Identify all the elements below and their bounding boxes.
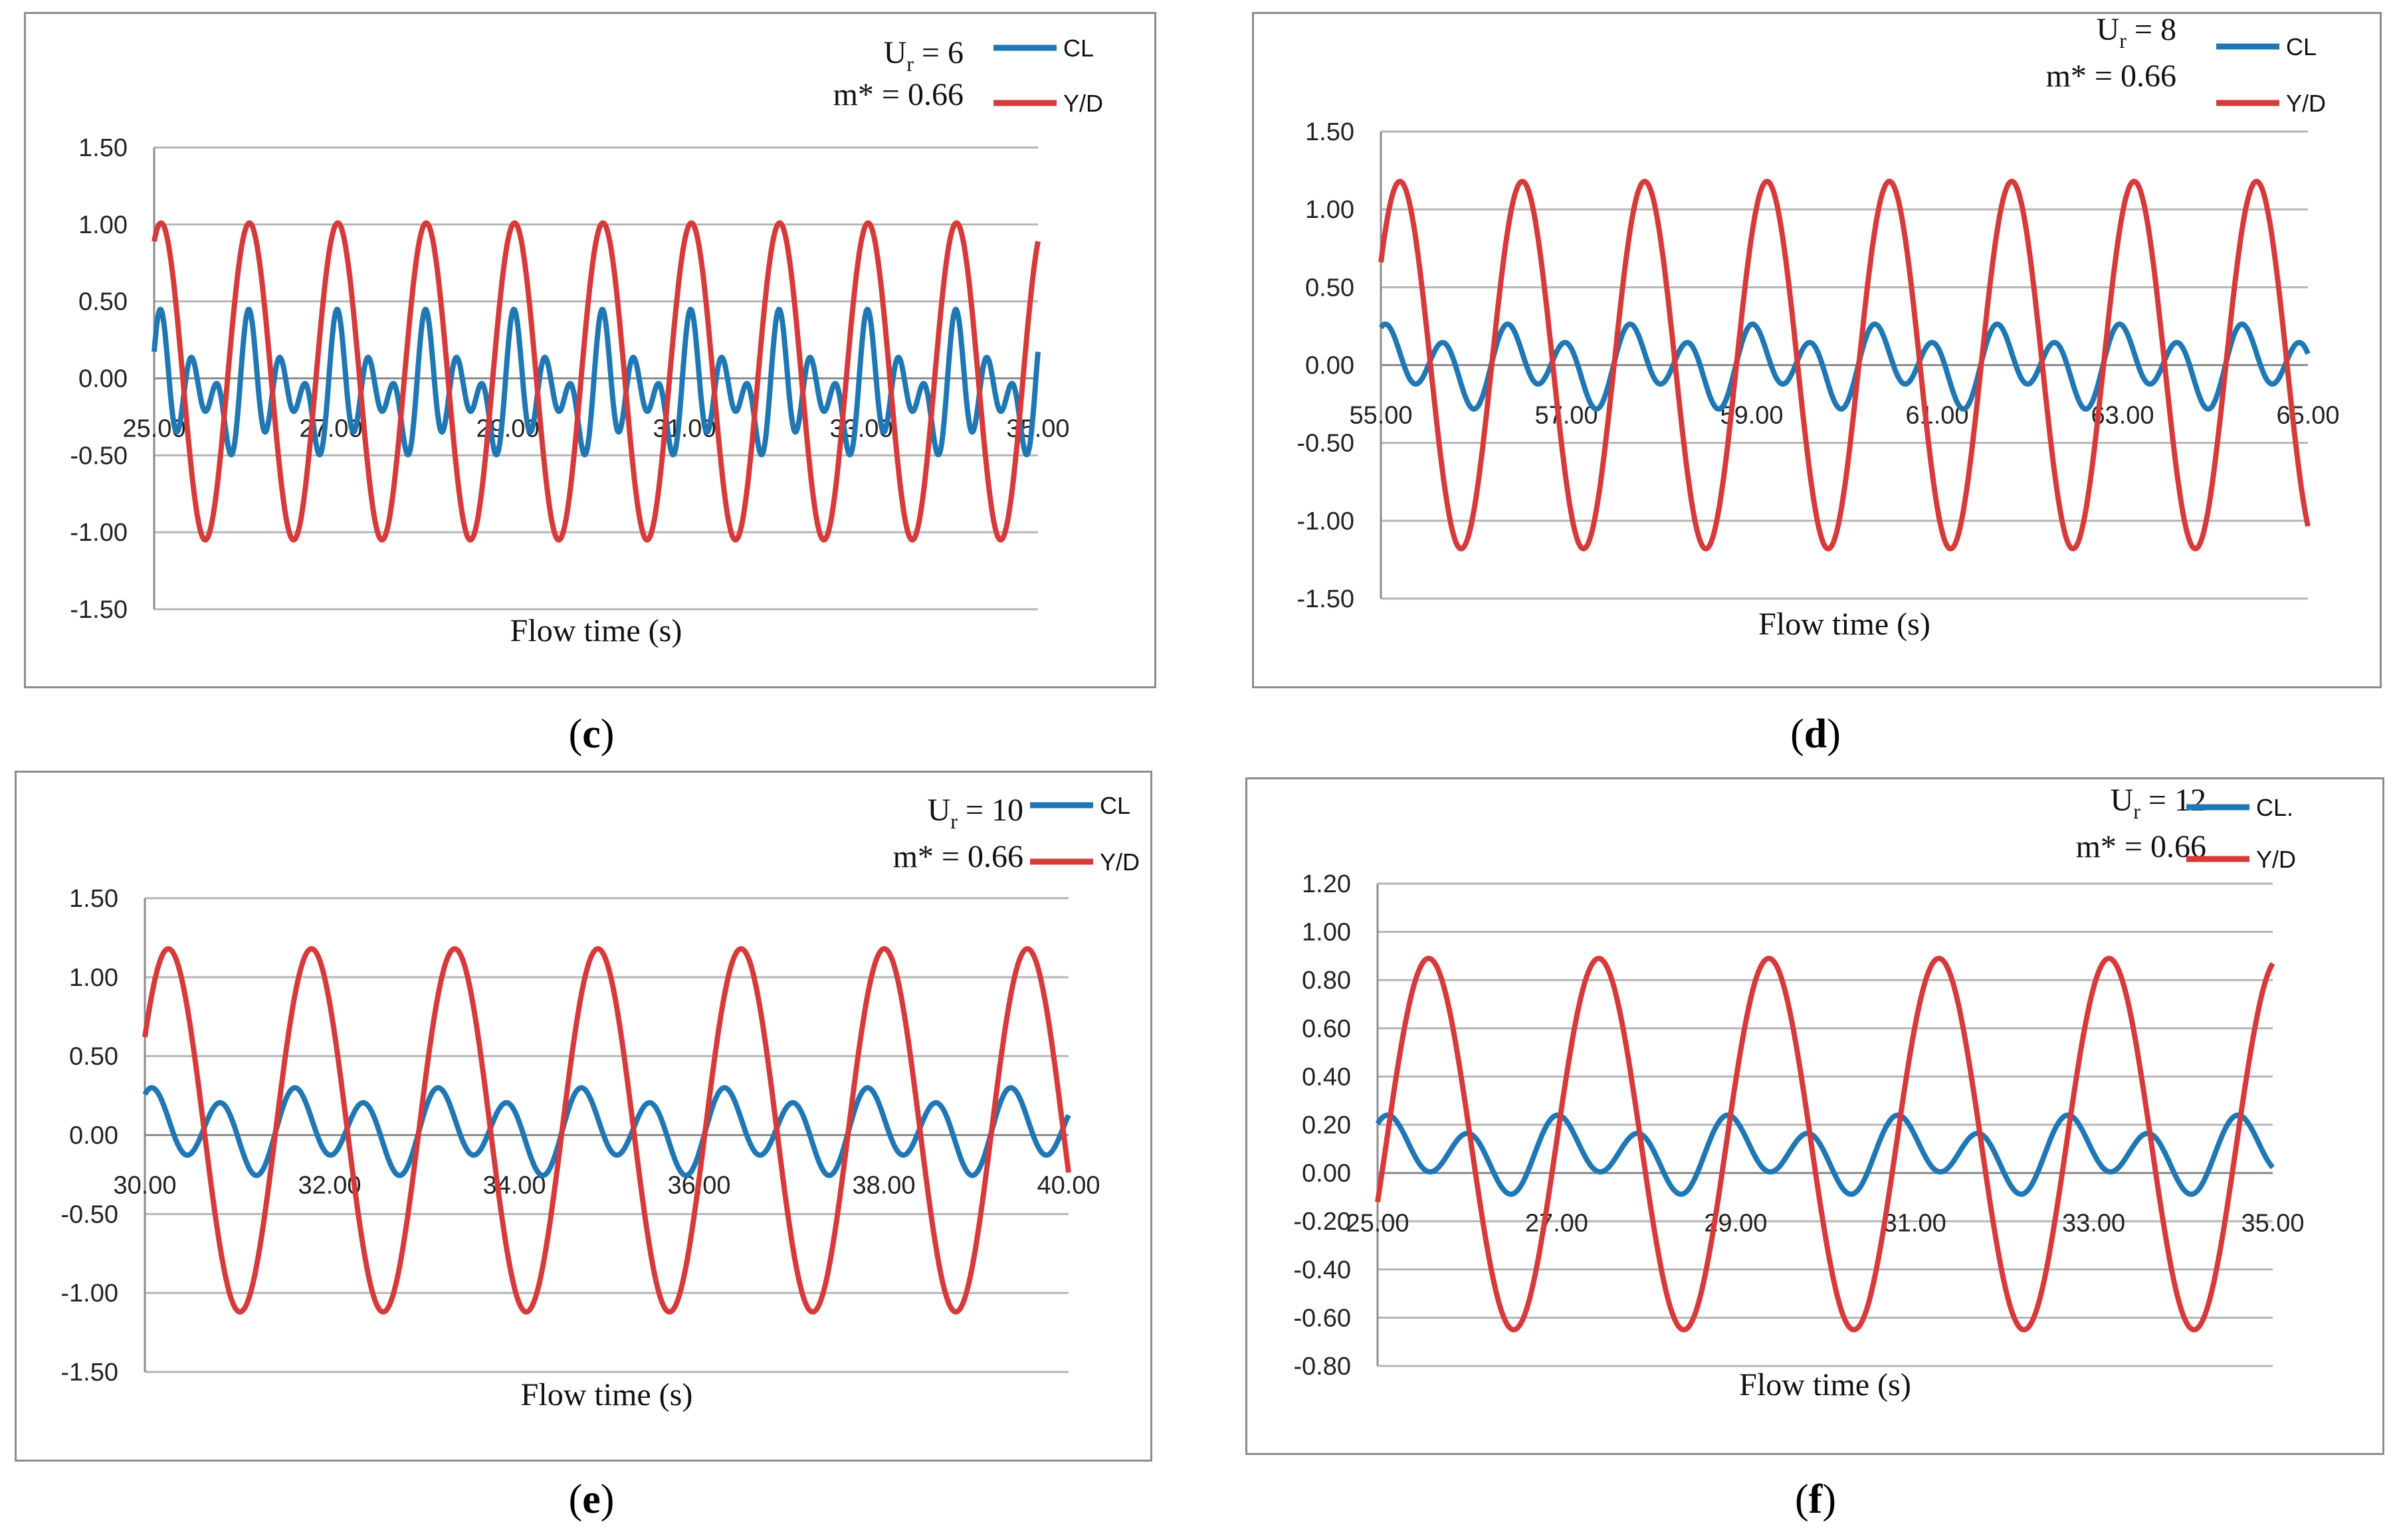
legend-label-cl: CL — [2286, 33, 2317, 60]
x-tick-label: 25.00 — [1346, 1210, 1409, 1238]
y-tick-label: 0.60 — [1302, 1015, 1351, 1043]
x-tick-label: 65.00 — [2276, 402, 2339, 430]
y-tick-label: 0.00 — [1302, 1160, 1351, 1188]
y-tick-label: 0.40 — [1302, 1063, 1351, 1091]
y-tick-label: -0.60 — [1293, 1304, 1351, 1332]
panel-c-frame — [24, 12, 1156, 688]
y-tick-label: 0.80 — [1302, 967, 1351, 995]
x-tick-label: 34.00 — [482, 1172, 546, 1200]
annotation-ur: Ur = 10 — [928, 793, 1023, 833]
annotation-mass: m* = 0.66 — [833, 77, 964, 112]
series-line-yd — [142, 946, 1071, 1315]
y-tick-label: 1.00 — [69, 964, 118, 992]
legend-label-cl: CL — [1100, 792, 1130, 819]
x-axis-label: Flow time (s) — [521, 1377, 693, 1412]
legend-label-yd: Y/D — [1100, 848, 1140, 876]
y-tick-label: 1.50 — [78, 134, 128, 162]
series-line-yd — [1375, 955, 2275, 1333]
y-tick-label: -0.50 — [1297, 430, 1354, 458]
y-tick-label: 0.50 — [69, 1043, 118, 1071]
legend-label-cl: CL — [1063, 35, 1094, 62]
annotation-ur: Ur = 6 — [884, 35, 964, 76]
y-tick-label: 1.00 — [78, 211, 128, 239]
legend-label-yd: Y/D — [2286, 90, 2326, 117]
annotation-mass: m* = 0.66 — [893, 839, 1023, 874]
x-axis-label: Flow time (s) — [1739, 1367, 1911, 1402]
y-tick-label: -1.50 — [60, 1359, 118, 1387]
legend-label-yd: Y/D — [2256, 846, 2296, 873]
y-tick-label: -1.50 — [70, 596, 128, 624]
annotation-ur: Ur = 8 — [2097, 12, 2176, 52]
y-tick-label: -0.80 — [1293, 1353, 1351, 1381]
y-tick-label: 0.20 — [1302, 1111, 1351, 1139]
x-tick-label: 40.00 — [1037, 1172, 1100, 1200]
y-tick-label: 0.00 — [1305, 352, 1354, 380]
x-tick-label: 33.00 — [2062, 1210, 2125, 1238]
y-tick-label: 1.20 — [1302, 870, 1351, 898]
y-tick-label: 1.50 — [69, 885, 118, 913]
x-tick-label: 30.00 — [113, 1172, 176, 1200]
series-line-cl — [1375, 1112, 2275, 1197]
panel-f-frame — [1245, 777, 2384, 1455]
x-tick-label: 31.00 — [1883, 1210, 1946, 1238]
y-tick-label: 1.00 — [1305, 196, 1354, 224]
y-tick-label: -1.00 — [1297, 508, 1354, 535]
y-tick-label: 0.00 — [69, 1122, 118, 1150]
y-tick-label: 0.50 — [1305, 274, 1354, 302]
x-axis-label: Flow time (s) — [510, 613, 682, 648]
y-tick-label: 1.00 — [1302, 919, 1351, 947]
annotation-mass: m* = 0.66 — [2076, 829, 2206, 864]
annotation-mass: m* = 0.66 — [2046, 58, 2176, 94]
panel-label-c: (c) — [568, 712, 615, 757]
panel-label-d: (d) — [1790, 712, 1841, 757]
panel-label-f: (f) — [1795, 1477, 1836, 1522]
y-tick-label: -1.50 — [1297, 585, 1354, 613]
x-tick-label: 57.00 — [1534, 402, 1598, 430]
x-tick-label: 55.00 — [1349, 402, 1412, 430]
annotation-ur: Ur = 12 — [2111, 783, 2206, 823]
legend-label-cl: CL. — [2256, 794, 2293, 821]
y-tick-label: -0.20 — [1293, 1208, 1351, 1236]
y-tick-label: 0.50 — [78, 288, 128, 316]
y-tick-label: -1.00 — [70, 519, 128, 547]
y-tick-label: -0.50 — [60, 1201, 118, 1228]
legend-label-yd: Y/D — [1063, 90, 1103, 117]
x-tick-label: 35.00 — [2241, 1210, 2304, 1238]
series-line-cl — [1378, 321, 2311, 412]
y-tick-label: 1.50 — [1305, 118, 1354, 146]
chart-panel-d: 1.50 1.00 0.50 0.00 -0.50 -1.00 -1.50 55.00 57.0… — [1297, 12, 2339, 642]
y-tick-label: -0.40 — [1293, 1256, 1351, 1284]
x-tick-label: 38.00 — [852, 1172, 915, 1200]
series-line-cl — [142, 1085, 1071, 1179]
series-line-yd — [152, 220, 1041, 543]
y-tick-label: 0.00 — [78, 365, 128, 393]
y-tick-label: -0.50 — [70, 442, 128, 470]
x-axis-label: Flow time (s) — [1758, 607, 1930, 642]
series-line-cl — [152, 306, 1041, 458]
x-tick-label: 27.00 — [1525, 1210, 1588, 1238]
panel-label-e: (e) — [568, 1477, 615, 1522]
y-tick-label: -1.00 — [60, 1280, 118, 1307]
chart-panel-f: 1.20 1.00 0.80 0.60 0.40 0.20 0.00 -0.20 -0.40 -0… — [1293, 783, 2304, 1402]
series-line-yd — [1378, 179, 2311, 551]
